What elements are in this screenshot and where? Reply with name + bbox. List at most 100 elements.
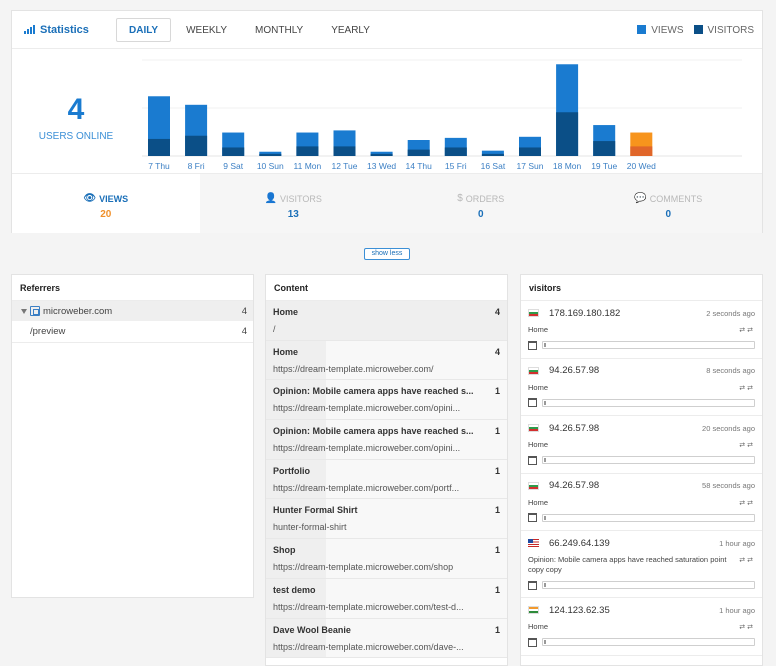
metric-comments-value: 0	[665, 209, 672, 220]
expand-arrows-icon[interactable]: ⇄⇄	[739, 327, 755, 334]
referrer-name: microweber.com	[43, 305, 113, 317]
content-item[interactable]: Portfolio 1 https://dream-template.microwe…	[266, 459, 507, 500]
metric-visitors[interactable]: 👤 VISITORS 13	[199, 174, 388, 233]
metric-orders-value: 0	[477, 209, 484, 220]
content-item[interactable]: Home 4 https://dream-template.microweber.c…	[266, 340, 507, 381]
country-flag-icon	[528, 539, 539, 547]
content-item[interactable]: Shop 1 https://dream-template.microweber.c…	[266, 539, 507, 579]
content-item-url: https://dream-template.microweber.com/	[273, 363, 434, 374]
content-item-title: Opinion: Mobile camera apps have reached…	[273, 386, 474, 397]
referrer-subitem[interactable]: /preview 4	[12, 321, 253, 343]
x-tick-label: 13 Wed	[367, 161, 396, 171]
visitor-item[interactable]: 178.169.180.182 2 seconds ago Home ⇄⇄	[521, 301, 762, 359]
visitor-ip: 94.26.57.98	[549, 365, 600, 376]
bar-visitors	[296, 146, 319, 156]
period-tabs: DAILY WEEKLY MONTHLY YEARLY	[116, 11, 385, 48]
tab-daily[interactable]: DAILY	[116, 17, 172, 42]
bar-chart-icon	[24, 25, 35, 34]
metric-views[interactable]: 👁 VIEWS 20	[12, 174, 200, 233]
content-item-count: 1	[494, 465, 500, 476]
browser-window-icon	[528, 637, 537, 647]
metric-comments[interactable]: 💬 COMMENTS 0	[574, 174, 763, 233]
content-item-count: 1	[494, 624, 500, 635]
x-tick-label: 17 Sun	[517, 161, 544, 171]
tab-monthly[interactable]: MONTHLY	[255, 24, 304, 36]
bar-visitors	[481, 153, 504, 156]
x-tick-label: 14 Thu	[406, 161, 433, 171]
show-less-button[interactable]: show less	[364, 248, 410, 260]
country-flag-icon	[528, 309, 539, 317]
content-item-url: https://dream-template.microweber.com/te…	[273, 601, 464, 612]
metric-visitors-label-row: 👤 VISITORS	[200, 193, 388, 204]
visitor-page: Home	[528, 440, 549, 449]
x-tick-label: 12 Tue	[332, 161, 358, 171]
users-online-label: USERS ONLINE	[38, 131, 114, 142]
daily-bar-chart: 7 Thu 8 Fri 9 Sat 10 Sun 11 Mon 12 Tue 13 Wed 1…	[142, 59, 742, 171]
content-item-count: 4	[494, 307, 500, 317]
referrers-panel: Referrers microweber.com 4 /preview 4	[11, 274, 254, 598]
visitor-page: Home	[528, 325, 549, 334]
statistics-title: Statistics	[40, 23, 89, 36]
visitor-item[interactable]: 94.26.57.98 8 seconds ago Home ⇄⇄	[521, 359, 762, 416]
visitor-ip: 94.26.57.98	[549, 422, 600, 434]
visitor-time: 2 seconds ago	[706, 308, 755, 318]
x-tick-label: 15 Fri	[445, 161, 467, 171]
referrers-title: Referrers	[12, 275, 253, 301]
content-item[interactable]: Hunter Formal Shirt 1 hunter-formal-shirt	[266, 499, 507, 540]
bar-visitors	[148, 138, 170, 156]
visitor-activity-bar	[542, 341, 755, 349]
referrer-item[interactable]: microweber.com 4	[12, 301, 253, 321]
bar-views	[481, 150, 504, 156]
expand-arrows-icon[interactable]: ⇄⇄	[739, 624, 755, 631]
content-item[interactable]: Opinion: Mobile camera apps have reached…	[266, 380, 507, 421]
website-icon	[30, 306, 40, 316]
visitor-item[interactable]: 94.26.57.98 58 seconds ago Home ⇄⇄	[521, 474, 762, 531]
comment-icon: 💬	[634, 193, 647, 204]
visitor-item[interactable]: 66.249.64.139 1 hour ago Opinion: Mobile c…	[521, 531, 762, 598]
country-flag-icon	[528, 424, 539, 432]
user-icon: 👤	[264, 193, 278, 204]
content-item-title: Hunter Formal Shirt	[273, 505, 358, 516]
content-item-count: 1	[494, 584, 500, 595]
content-item[interactable]: Dave Wool Beanie 1 https://dream-template.…	[266, 618, 507, 659]
expand-arrows-icon[interactable]: ⇄⇄	[739, 442, 755, 449]
metric-comments-label-row: 💬 COMMENTS	[575, 193, 763, 204]
legend-views-swatch	[637, 24, 647, 34]
visitor-ip: 178.169.180.182	[549, 307, 621, 319]
legend-visitors-label: VISITORS	[707, 24, 755, 36]
expand-arrows-icon[interactable]: ⇄⇄	[739, 557, 755, 564]
content-item[interactable]: test demo 1 https://dream-template.microwe…	[266, 578, 507, 619]
expand-caret-icon[interactable]	[21, 308, 27, 314]
content-item[interactable]: Home 4 /	[266, 301, 507, 341]
eye-icon: 👁	[83, 193, 97, 204]
visitor-item[interactable]: 124.123.62.35 1 hour ago Home ⇄⇄	[521, 598, 762, 656]
visitor-activity-bar	[542, 581, 755, 589]
bar-visitors	[333, 146, 356, 156]
content-item-url: /	[273, 324, 276, 334]
metric-orders[interactable]: $ ORDERS 0	[387, 174, 575, 233]
chart-legend: VIEWS VISITORS	[637, 11, 754, 49]
legend-visitors: VISITORS	[693, 24, 755, 36]
metric-orders-label-row: $ ORDERS	[387, 193, 575, 204]
visitor-ip: 124.123.62.35	[549, 604, 610, 616]
content-item-count: 1	[494, 505, 500, 516]
tab-weekly[interactable]: WEEKLY	[186, 24, 228, 36]
metric-comments-label: COMMENTS	[649, 193, 703, 204]
x-tick-label: 9 Sat	[223, 161, 243, 171]
content-item-count: 1	[494, 545, 500, 556]
visitors-panel: visitors 178.169.180.182 2 seconds ago Hom…	[520, 274, 763, 666]
browser-window-icon	[528, 340, 537, 350]
visitor-ip: 66.249.64.139	[549, 537, 610, 549]
bar-visitors	[519, 147, 541, 156]
metric-orders-label: ORDERS	[465, 193, 505, 204]
expand-arrows-icon[interactable]: ⇄⇄	[739, 499, 755, 507]
x-tick-label: 11 Mon	[294, 161, 322, 171]
visitor-page: Home	[528, 497, 549, 507]
visitor-item[interactable]: 94.26.57.98 20 seconds ago Home ⇄⇄	[521, 416, 762, 474]
content-item[interactable]: Opinion: Mobile camera apps have reached…	[266, 420, 507, 460]
x-tick-label: 8 Fri	[188, 161, 205, 171]
x-tick-label: 10 Sun	[257, 161, 284, 171]
expand-arrows-icon[interactable]: ⇄⇄	[739, 384, 755, 392]
tab-yearly[interactable]: YEARLY	[331, 24, 370, 36]
visitor-ip: 94.26.57.98	[549, 480, 600, 491]
